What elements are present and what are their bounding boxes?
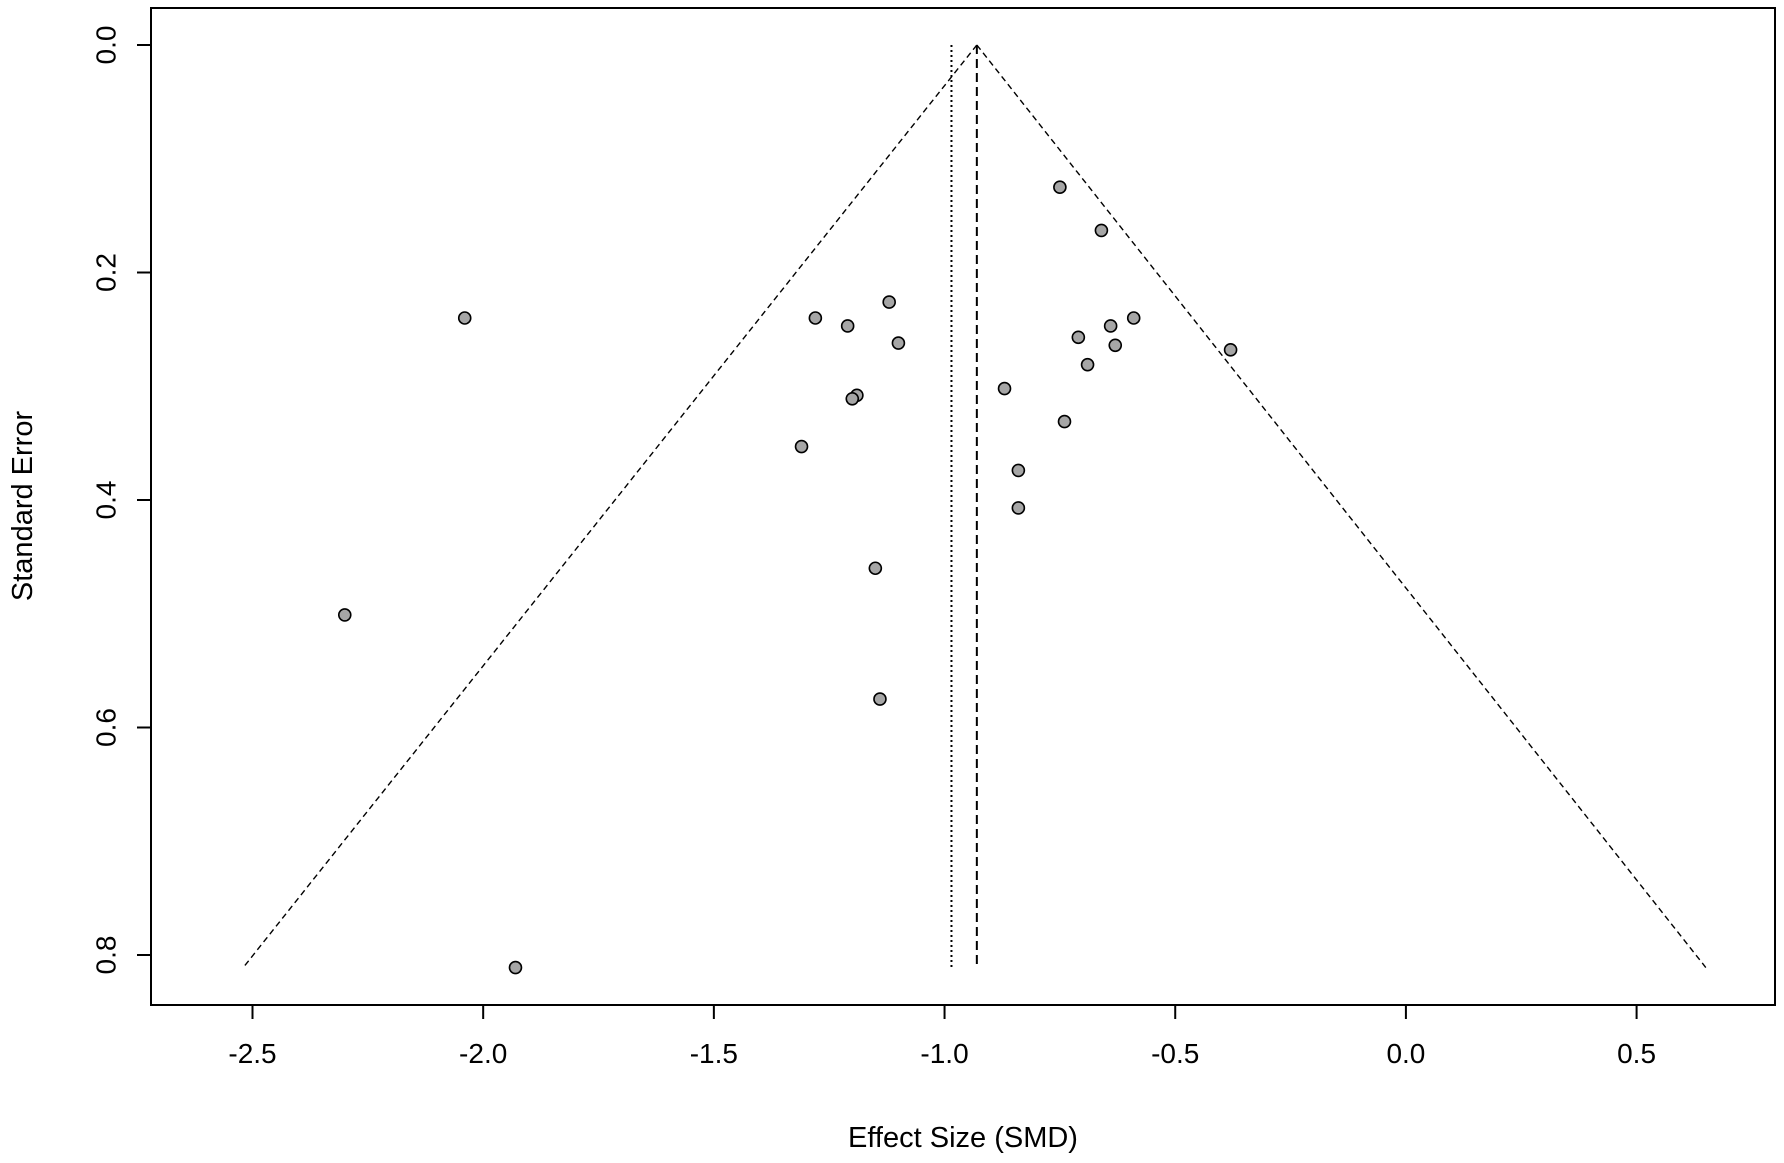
x-tick-label: 0.5 [1617, 1038, 1656, 1069]
data-point [457, 311, 472, 325]
data-point [1053, 180, 1067, 194]
y-tick-label: 0.8 [91, 936, 122, 975]
x-tick-label: 0.0 [1386, 1038, 1425, 1069]
plot-frame [150, 7, 1776, 1006]
data-point [873, 692, 887, 706]
y-tick-label: 0.0 [91, 26, 122, 65]
data-point [1011, 501, 1026, 515]
data-point [1057, 414, 1072, 429]
data-point [840, 319, 855, 333]
data-point [882, 295, 896, 309]
data-point [1011, 463, 1026, 478]
data-point [891, 336, 906, 350]
data-point [337, 608, 352, 622]
x-tick-label: -2.0 [459, 1038, 507, 1069]
y-axis-title: Standard Error [7, 411, 39, 602]
x-tick-label: -1.5 [690, 1038, 738, 1069]
funnel-left-line [242, 44, 978, 968]
data-point [508, 960, 523, 975]
data-point [1080, 357, 1095, 372]
x-axis-title: Effect Size (SMD) [848, 1122, 1078, 1154]
data-point [1108, 338, 1123, 353]
data-point [1103, 319, 1118, 333]
x-tick-label: -2.5 [228, 1038, 276, 1069]
y-tick-label: 0.4 [91, 481, 122, 520]
y-tick-label: 0.6 [91, 708, 122, 747]
y-axis: 0.0 0.2 0.4 0.6 0.8 [91, 26, 151, 975]
data-point [794, 439, 809, 454]
funnel-layer [242, 44, 1707, 968]
points-layer [337, 180, 1238, 975]
data-point [1223, 343, 1238, 357]
x-tick-label: -1.0 [920, 1038, 968, 1069]
funnel-right-line [976, 44, 1707, 968]
data-point [1126, 311, 1141, 325]
data-point [1071, 330, 1086, 345]
data-point [868, 561, 883, 576]
data-point [808, 311, 823, 325]
data-point [845, 391, 860, 406]
x-tick-label: -0.5 [1151, 1038, 1199, 1069]
x-axis: -2.5 -2.0 -1.5 -1.0 -0.5 0.0 0.5 [228, 1005, 1656, 1069]
y-tick-label: 0.2 [91, 253, 122, 292]
data-point [1094, 223, 1109, 238]
data-point [997, 381, 1012, 396]
